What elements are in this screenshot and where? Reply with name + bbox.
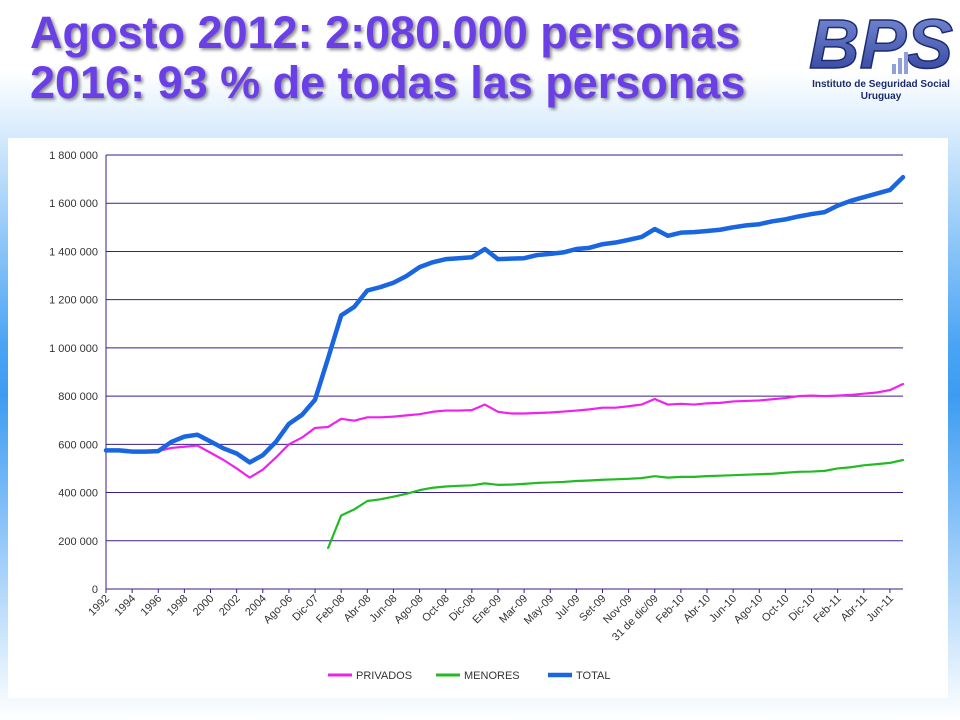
x-tick-label: 2000 [191,593,217,619]
logo-bars [892,52,908,74]
x-tick-label: Jun-11 [864,593,896,625]
x-tick-label: 1992 [86,593,112,619]
x-tick-label: Feb-08 [314,593,347,626]
logo-caption-line-2: Uruguay [860,91,902,102]
y-tick-label: 400 000 [58,488,98,500]
chart-panel: 0 200 000 400 000 600 000 800 000 1 000 000 1 … [8,138,948,698]
x-tick-label: 2002 [217,593,243,619]
x-tick-label: Ago-06 [261,593,295,627]
x-tick-label: 1998 [165,593,191,619]
series-line-total [103,174,906,465]
x-tick-label: Oct-10 [760,593,792,625]
bps-logo-icon: BPS [808,8,953,84]
legend-label-menores: MENORES [464,670,520,682]
y-tick-label: 1 400 000 [49,246,98,258]
line-chart: 0 200 000 400 000 600 000 800 000 1 000 000 1 … [49,150,906,682]
x-tick-label: Feb-10 [654,593,687,626]
y-tick-label: 600 000 [58,439,98,451]
title-line-1: Agosto 2012: 2:080.000 personas [30,7,741,58]
y-tick-label: 1 200 000 [49,295,98,307]
x-tick-label: Abr-11 [839,593,870,624]
logo-text: BPS [809,8,953,83]
x-tick-label: Ago-10 [732,593,766,627]
page-title: Agosto 2012: 2:080.000 personas 2016: 93… [30,8,745,108]
series-line-menores [327,458,905,550]
logo-caption-line-1: Instituto de Seguridad Social [812,79,950,90]
series-line-privados [104,382,905,479]
x-tick-label: May-09 [522,593,556,627]
legend-label-total: TOTAL [576,670,610,682]
y-tick-label: 200 000 [58,536,98,548]
title-line-2: 2016: 93 % de todas las personas [30,57,746,108]
x-tick-label: Abr-08 [342,593,374,625]
legend-label-privados: PRIVADOS [356,670,412,682]
x-tick-label: Ene-09 [471,593,505,627]
x-tick-label: Oct-08 [420,593,452,625]
x-tick-label: 1996 [139,593,165,619]
y-tick-label: 1 600 000 [49,198,98,210]
logo-caption: Instituto de Seguridad Social Uruguay [806,79,956,103]
y-tick-label: 800 000 [58,391,98,403]
x-tick-label: Feb-11 [811,593,844,626]
y-tick-label: 1 000 000 [49,343,98,355]
x-tick-label: 1994 [112,593,138,619]
x-tick-label: Abr-10 [681,593,713,625]
x-tick-label: Ago-08 [392,593,426,627]
y-tick-label: 1 800 000 [49,150,98,162]
y-tick-label: 0 [92,584,98,596]
x-tick-label: Jul-09 [553,593,583,623]
